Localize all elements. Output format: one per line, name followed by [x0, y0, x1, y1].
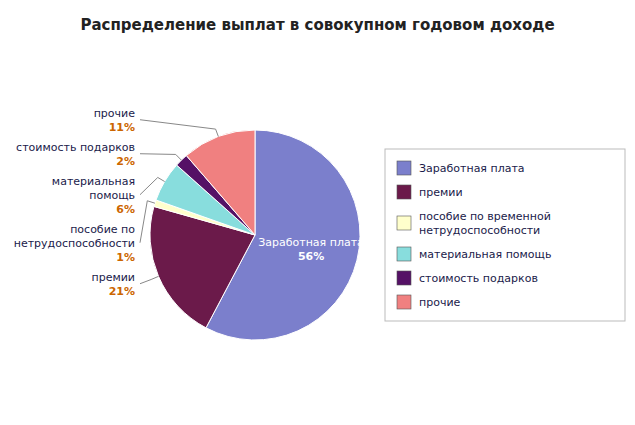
title: Распределение выплат в совокупном годово… [80, 16, 554, 34]
legend-swatch [397, 271, 411, 285]
slice-label: материальнаяпомощь [52, 175, 135, 202]
leader-line [140, 120, 218, 137]
legend-entry: премии [419, 186, 463, 199]
leader-line [140, 201, 155, 243]
slice-label: пособие понетрудоспособности [14, 223, 136, 250]
legend-swatch [397, 185, 411, 199]
data-label: 6% [116, 203, 135, 216]
slice [186, 130, 255, 235]
chart: Распределение выплат в совокупном годово… [0, 0, 635, 425]
slice-label: премии [91, 271, 135, 284]
data-label: 56% [298, 250, 324, 263]
data-label: 1% [116, 251, 135, 264]
legend-entry: пособие по временнойнетрудоспособности [419, 210, 551, 237]
leader-line [140, 276, 158, 283]
legend-entry: стоимость подарков [419, 272, 538, 285]
legend-entry: прочие [419, 296, 461, 309]
slice-label: стоимость подарков [16, 141, 135, 154]
legend-swatch [397, 216, 411, 230]
legend: Заработная плата премии пособие по временн… [385, 149, 625, 321]
legend-frame [385, 149, 625, 321]
leader-line [140, 177, 165, 194]
legend-swatch [397, 247, 411, 261]
legend-swatch [397, 295, 411, 309]
legend-entry: Заработная плата [419, 162, 525, 175]
data-label: 2% [116, 155, 135, 168]
slice-label: Заработная плата [258, 236, 364, 249]
data-label: 21% [109, 285, 135, 298]
legend-entry: материальная помощь [419, 248, 551, 261]
data-label: 11% [109, 121, 135, 134]
legend-swatch [397, 161, 411, 175]
leader-line [140, 154, 181, 160]
labels: Заработная плата56% прочие11% стоимость по… [14, 107, 364, 298]
slice-label: прочие [94, 107, 136, 120]
